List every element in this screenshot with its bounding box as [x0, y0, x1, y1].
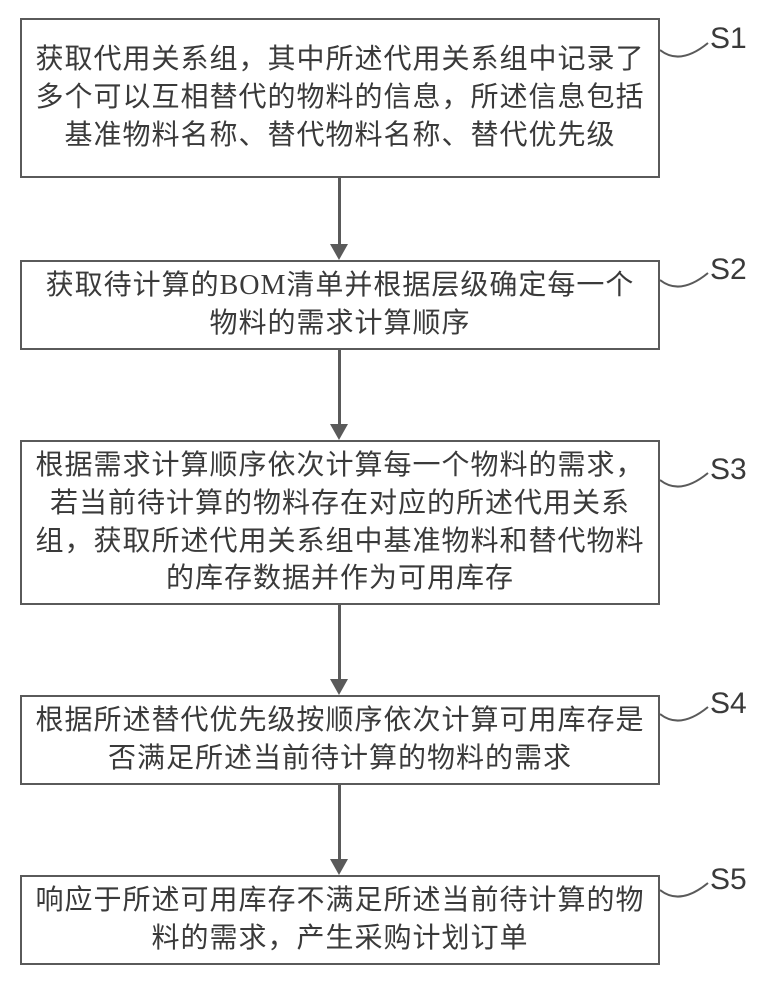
step-box-s4: 根据所述替代优先级按顺序依次计算可用库存是否满足所述当前待计算的物料的需求: [20, 695, 660, 785]
arrow-s4-s5: [338, 785, 341, 859]
step-text-s2: 获取待计算的BOM清单并根据层级确定每一个物料的需求计算顺序: [34, 267, 646, 343]
step-text-s5: 响应于所述可用库存不满足所述当前待计算的物料的需求，产生采购计划订单: [34, 882, 646, 958]
step-text-s1: 获取代用关系组，其中所述代用关系组中记录了多个可以互相替代的物料的信息，所述信息…: [34, 41, 646, 154]
arrow-s3-s4: [338, 605, 341, 679]
step-label-s1: S1: [710, 22, 747, 56]
step-box-s2: 获取待计算的BOM清单并根据层级确定每一个物料的需求计算顺序: [20, 260, 660, 350]
connector-curve-s2: [660, 268, 710, 298]
step-box-s1: 获取代用关系组，其中所述代用关系组中记录了多个可以互相替代的物料的信息，所述信息…: [20, 18, 660, 178]
connector-curve-s1: [660, 38, 710, 68]
step-text-s4: 根据所述替代优先级按顺序依次计算可用库存是否满足所述当前待计算的物料的需求: [34, 702, 646, 778]
step-label-s3: S3: [710, 453, 747, 487]
step-label-s5: S5: [710, 863, 747, 897]
step-label-s4: S4: [710, 687, 747, 721]
connector-curve-s5: [660, 878, 710, 908]
step-label-s2: S2: [710, 253, 747, 287]
arrow-head-s1-s2: [330, 244, 348, 260]
step-box-s5: 响应于所述可用库存不满足所述当前待计算的物料的需求，产生采购计划订单: [20, 875, 660, 965]
flowchart-canvas: 获取代用关系组，其中所述代用关系组中记录了多个可以互相替代的物料的信息，所述信息…: [0, 0, 769, 1000]
arrow-s2-s3: [338, 350, 341, 424]
connector-curve-s4: [660, 702, 710, 732]
arrow-head-s2-s3: [330, 424, 348, 440]
step-box-s3: 根据需求计算顺序依次计算每一个物料的需求，若当前待计算的物料存在对应的所述代用关…: [20, 440, 660, 605]
arrow-s1-s2: [338, 178, 341, 244]
connector-curve-s3: [660, 468, 710, 498]
arrow-head-s3-s4: [330, 679, 348, 695]
arrow-head-s4-s5: [330, 859, 348, 875]
step-text-s3: 根据需求计算顺序依次计算每一个物料的需求，若当前待计算的物料存在对应的所述代用关…: [34, 447, 646, 598]
